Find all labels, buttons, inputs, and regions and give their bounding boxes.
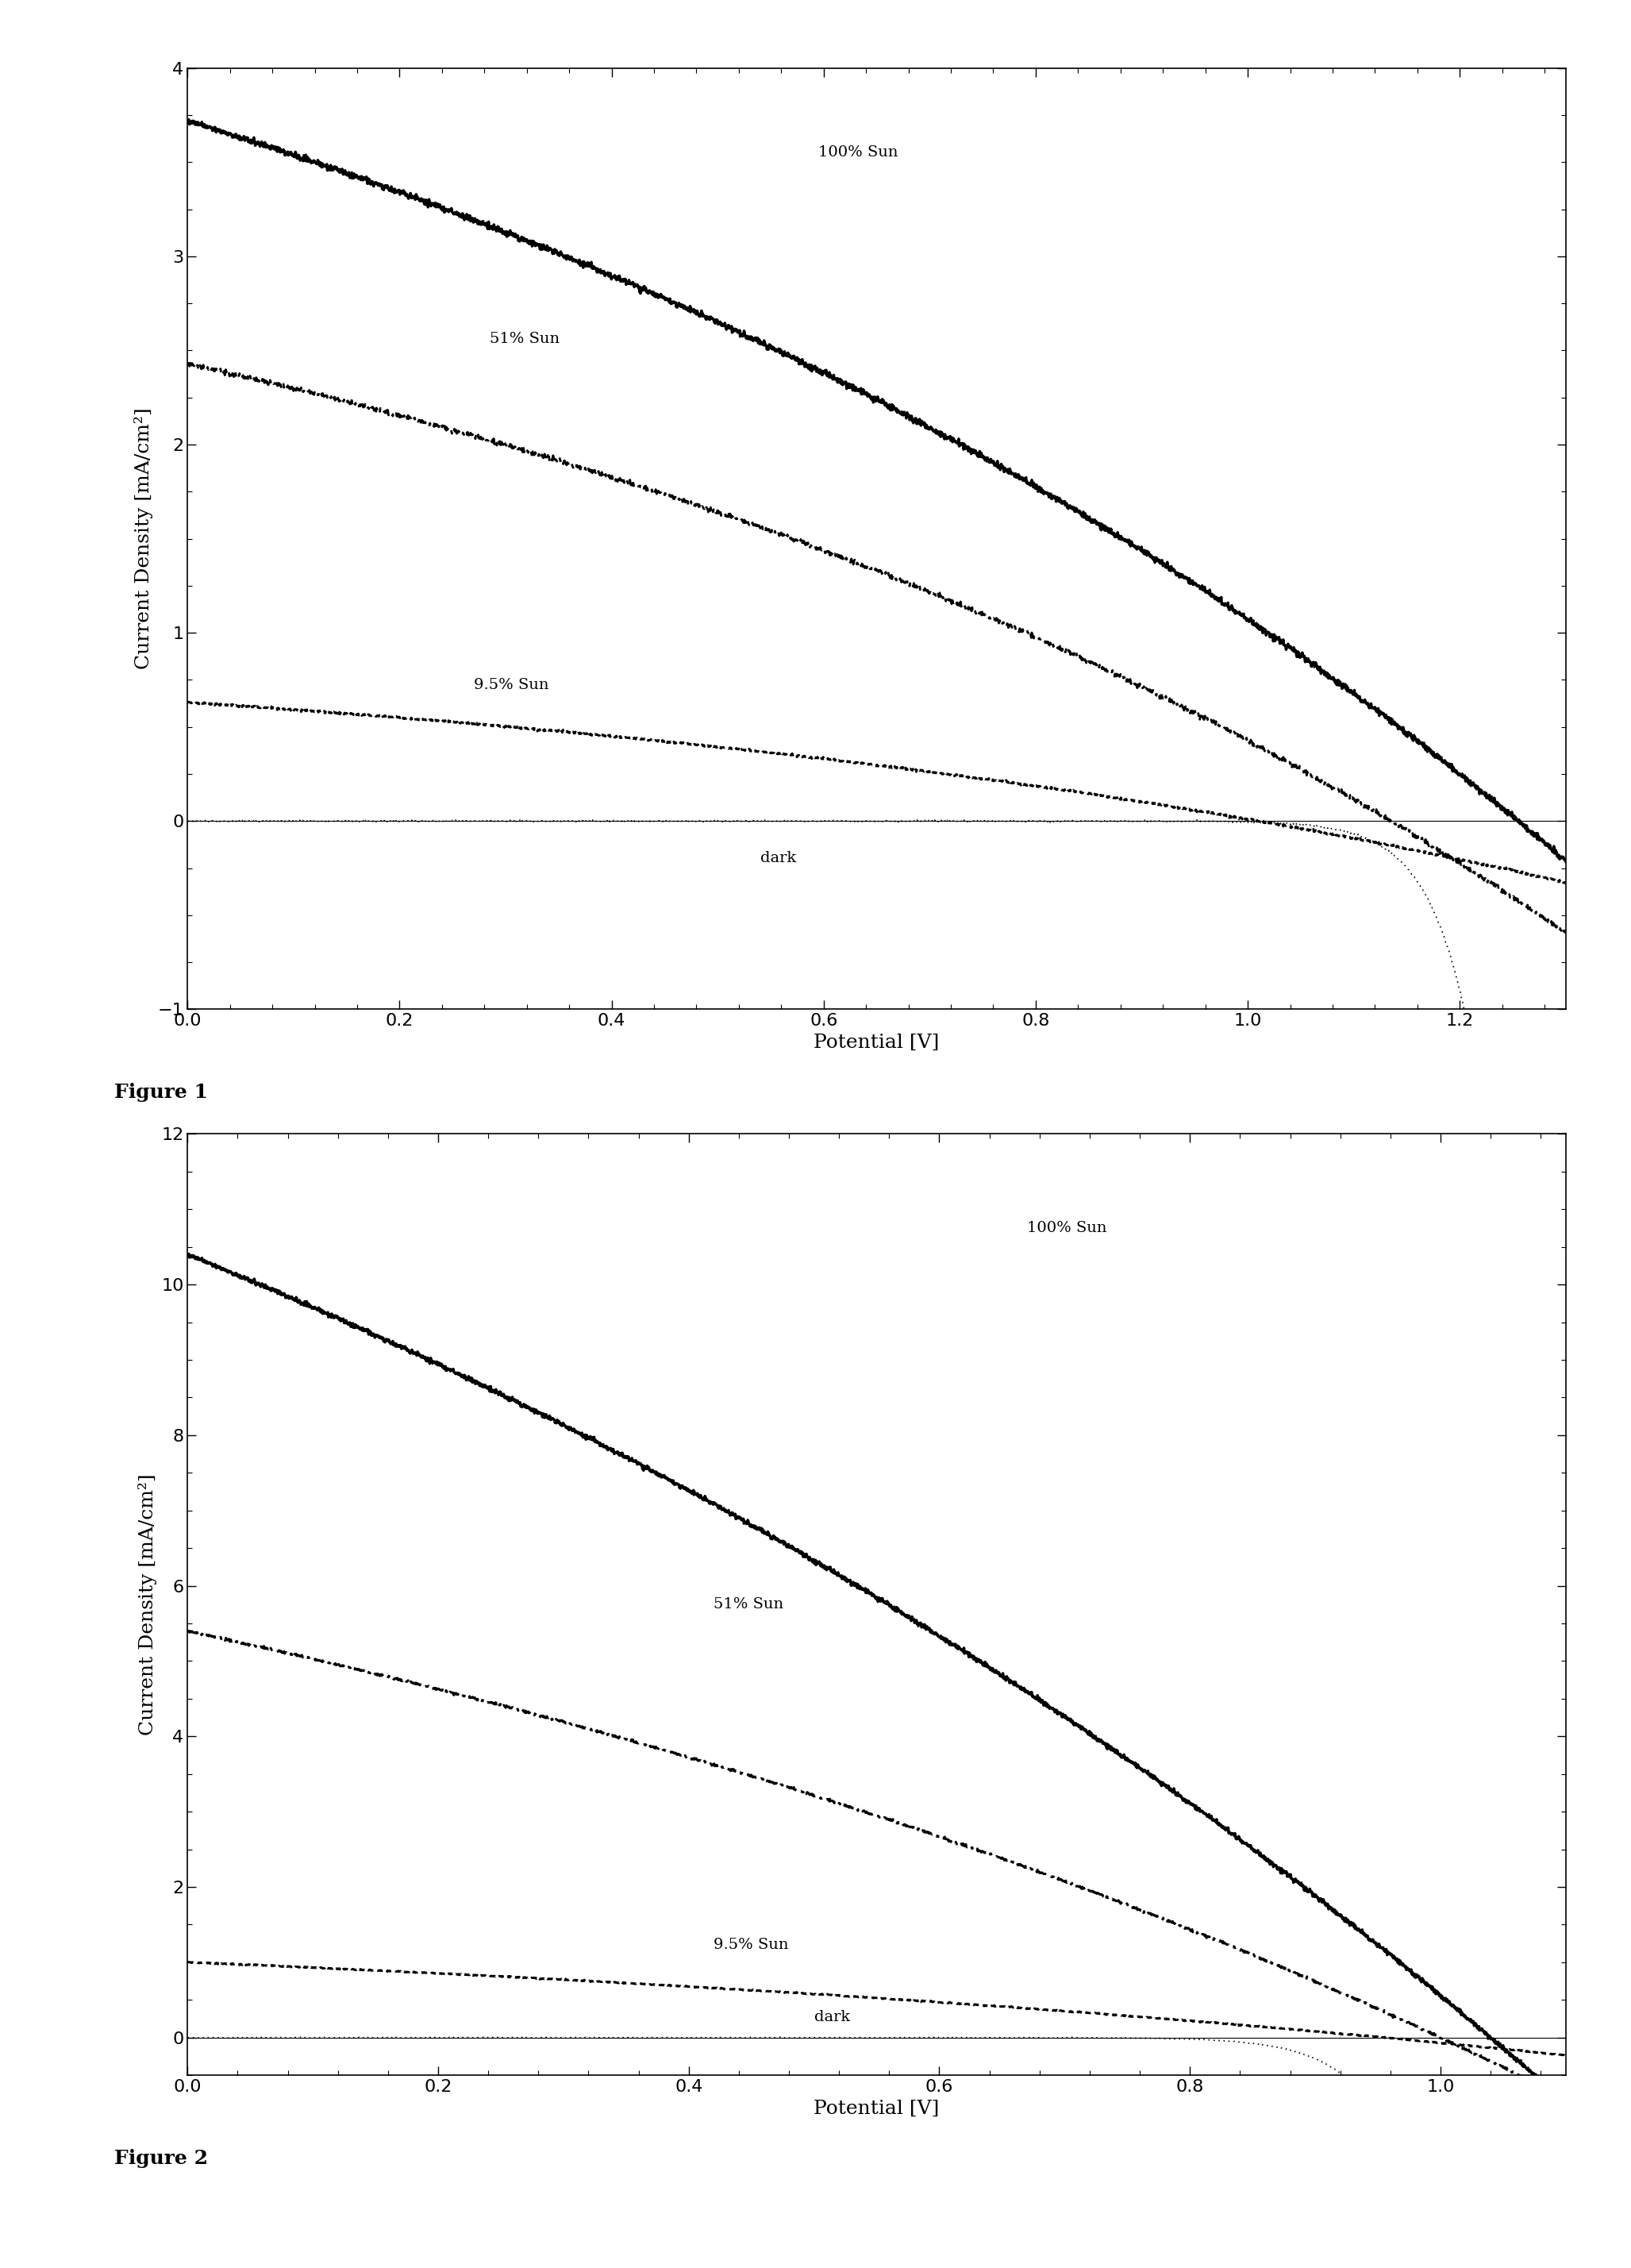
Text: dark: dark <box>814 2009 850 2023</box>
Y-axis label: Current Density [mA/cm²]: Current Density [mA/cm²] <box>134 408 153 669</box>
Text: 100% Sun: 100% Sun <box>819 145 899 159</box>
Text: dark: dark <box>760 850 796 866</box>
X-axis label: Potential [V]: Potential [V] <box>814 1034 939 1052</box>
Text: 51% Sun: 51% Sun <box>714 1597 785 1613</box>
Text: 100% Sun: 100% Sun <box>1028 1220 1107 1236</box>
Text: 9.5% Sun: 9.5% Sun <box>473 678 548 692</box>
Text: Figure 2: Figure 2 <box>114 2148 207 2168</box>
Text: 9.5% Sun: 9.5% Sun <box>714 1937 789 1953</box>
Text: 51% Sun: 51% Sun <box>489 331 559 347</box>
X-axis label: Potential [V]: Potential [V] <box>814 2100 939 2118</box>
Text: Figure 1: Figure 1 <box>114 1082 207 1102</box>
Y-axis label: Current Density [mA/cm²]: Current Density [mA/cm²] <box>137 1474 157 1735</box>
